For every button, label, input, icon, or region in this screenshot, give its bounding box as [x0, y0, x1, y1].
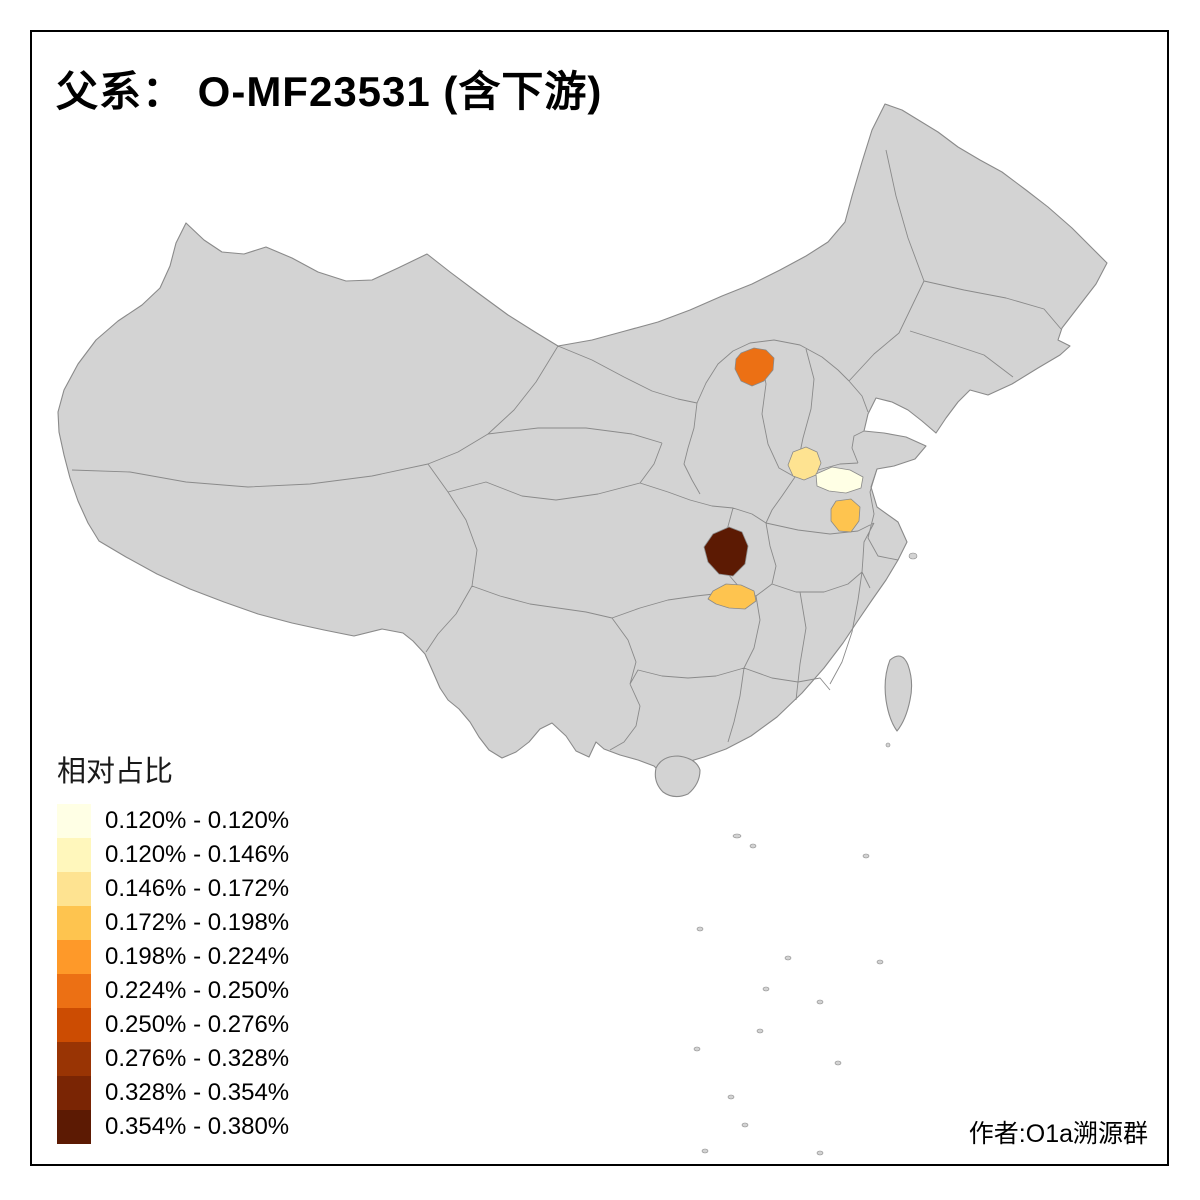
- sea-island: [756, 1028, 764, 1034]
- legend-swatch: [57, 906, 91, 940]
- legend-row: 0.224% - 0.250%: [57, 974, 289, 1008]
- sea-island: [876, 959, 884, 965]
- taiwan-island: [884, 655, 913, 732]
- highlight-regions: [703, 347, 864, 610]
- highlight-region-6: [707, 583, 757, 610]
- sea-island: [862, 853, 870, 859]
- legend-row: 0.250% - 0.276%: [57, 1008, 289, 1042]
- author-credit: 作者:O1a溯源群: [968, 1120, 1148, 1148]
- legend-row: 0.354% - 0.380%: [57, 1110, 289, 1144]
- legend-swatch: [57, 1110, 91, 1144]
- legend-swatch: [57, 974, 91, 1008]
- legend-label: 0.146% - 0.172%: [105, 875, 290, 902]
- legend-swatch: [57, 1008, 91, 1042]
- sea-island: [834, 1060, 842, 1066]
- highlight-region-1: [734, 347, 775, 387]
- hainan-island: [654, 755, 701, 798]
- sea-island: [816, 1150, 824, 1156]
- legend-label: 0.172% - 0.198%: [105, 909, 290, 936]
- legend-swatch: [57, 1042, 91, 1076]
- legend-swatch: [57, 872, 91, 906]
- legend-row: 0.120% - 0.120%: [57, 804, 289, 838]
- legend-label: 0.328% - 0.354%: [105, 1079, 290, 1106]
- legend-label: 0.120% - 0.146%: [105, 841, 290, 868]
- legend-row: 0.172% - 0.198%: [57, 906, 289, 940]
- legend-label: 0.224% - 0.250%: [105, 977, 290, 1004]
- sea-island: [784, 955, 792, 961]
- sea-island: [762, 986, 770, 992]
- legend: 相对占比 0.120% - 0.120% 0.120% - 0.146% 0.1…: [57, 748, 289, 1144]
- legend-title: 相对占比: [57, 756, 174, 788]
- sea-island: [749, 843, 757, 849]
- legend-swatch: [57, 804, 91, 838]
- sea-island: [727, 1094, 735, 1100]
- highlight-region-3: [815, 466, 864, 494]
- legend-swatch: [57, 940, 91, 974]
- south-china-sea-islands: [693, 552, 918, 1156]
- legend-label: 0.276% - 0.328%: [105, 1045, 290, 1072]
- plot-frame: [30, 30, 1169, 1166]
- mainland-group: [57, 103, 1108, 798]
- sea-island: [701, 1148, 709, 1154]
- mainland-outline: [57, 103, 1108, 789]
- sea-island: [885, 742, 891, 748]
- legend-row: 0.120% - 0.146%: [57, 838, 289, 872]
- legend-row: 0.328% - 0.354%: [57, 1076, 289, 1110]
- legend-row: 0.198% - 0.224%: [57, 940, 289, 974]
- sea-island: [741, 1122, 749, 1128]
- sea-island: [816, 999, 824, 1005]
- legend-row: 0.276% - 0.328%: [57, 1042, 289, 1076]
- highlight-region-5: [703, 526, 749, 577]
- sea-island: [696, 926, 704, 932]
- legend-swatch: [57, 1076, 91, 1110]
- highlight-region-4: [830, 498, 861, 533]
- legend-label: 0.354% - 0.380%: [105, 1113, 290, 1140]
- legend-row: 0.146% - 0.172%: [57, 872, 289, 906]
- sea-island: [908, 552, 918, 560]
- sea-island: [732, 833, 742, 839]
- legend-label: 0.120% - 0.120%: [105, 807, 290, 834]
- legend-label: 0.198% - 0.224%: [105, 943, 290, 970]
- map-title: 父系： O-MF23531 (含下游): [56, 68, 603, 115]
- sea-island: [693, 1046, 701, 1052]
- legend-label: 0.250% - 0.276%: [105, 1011, 290, 1038]
- legend-swatch: [57, 838, 91, 872]
